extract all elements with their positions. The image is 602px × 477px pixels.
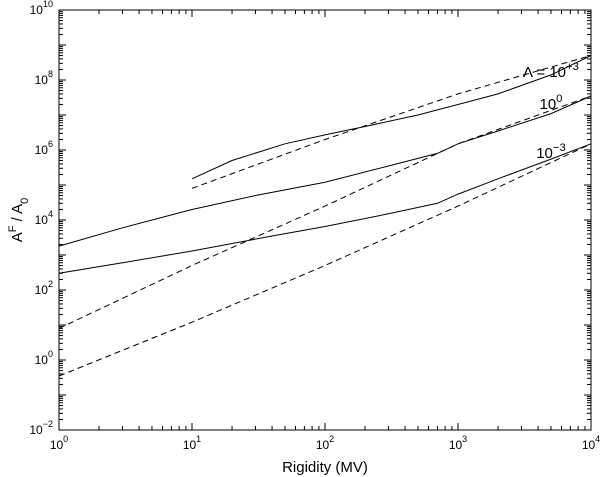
x-tick-label: 103 <box>449 434 467 452</box>
curve-label: 10−3 <box>536 142 566 162</box>
y-tick-label: 100 <box>35 349 53 367</box>
dashed-curve <box>191 55 592 189</box>
y-axis-title: AF / A0 <box>7 198 31 243</box>
dashed-curve <box>58 95 592 329</box>
x-tick-label: 104 <box>582 434 600 452</box>
series-group <box>58 55 592 377</box>
y-tick-label: 108 <box>35 69 53 87</box>
y-tick-label: 1010 <box>30 0 53 17</box>
y-tick-label: 10−2 <box>29 419 53 437</box>
y-tick-label: 102 <box>35 279 53 297</box>
solid-curve <box>58 95 592 247</box>
x-tick-label: 102 <box>316 434 334 452</box>
dashed-curve <box>58 143 592 377</box>
plot-frame <box>58 9 592 431</box>
ticks <box>58 9 592 431</box>
y-tick-label: 106 <box>35 139 53 157</box>
solid-curve <box>58 143 592 274</box>
x-tick-label: 101 <box>183 434 201 452</box>
x-axis-title: Rigidity (MV) <box>282 459 368 476</box>
curve-label: 100 <box>539 93 562 113</box>
labels: 100 101 102 103 10410−21001021041061081010Λ … <box>29 0 600 452</box>
curve-label: Λ = 10+3 <box>523 61 579 81</box>
y-tick-label: 104 <box>35 209 53 227</box>
x-tick-label: 100 <box>50 434 68 452</box>
solid-curve <box>191 55 592 180</box>
